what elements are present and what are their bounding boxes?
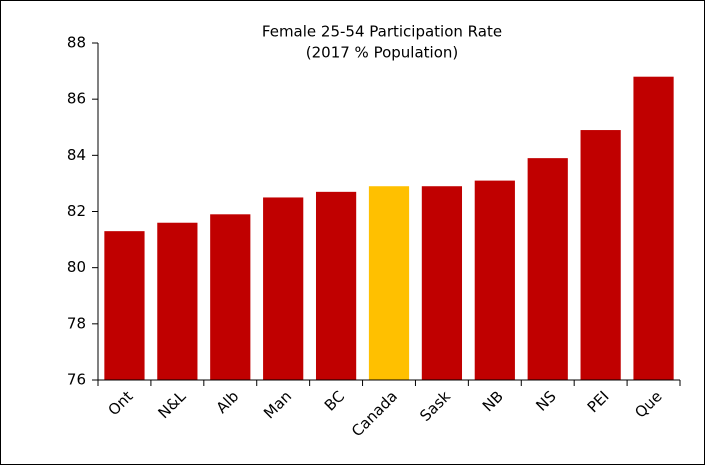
y-tick-label: 84	[67, 146, 86, 164]
bar	[421, 186, 463, 380]
bar	[104, 231, 145, 380]
y-tick-label: 78	[67, 314, 86, 332]
chart-title: Female 25-54 Participation Rate	[262, 23, 502, 41]
bar	[263, 197, 304, 380]
y-tick-label: 82	[67, 202, 86, 220]
y-tick-label: 88	[67, 34, 86, 52]
y-tick-label: 80	[67, 258, 86, 276]
bar	[368, 186, 410, 380]
bar	[157, 222, 198, 380]
bar	[527, 158, 568, 380]
chart-subtitle: (2017 % Population)	[306, 44, 458, 62]
bar	[474, 180, 515, 380]
bar	[633, 76, 674, 380]
bar	[580, 130, 621, 380]
y-tick-label: 76	[67, 371, 86, 389]
bar	[210, 214, 251, 380]
y-tick-label: 86	[67, 90, 86, 108]
bar	[315, 191, 357, 380]
